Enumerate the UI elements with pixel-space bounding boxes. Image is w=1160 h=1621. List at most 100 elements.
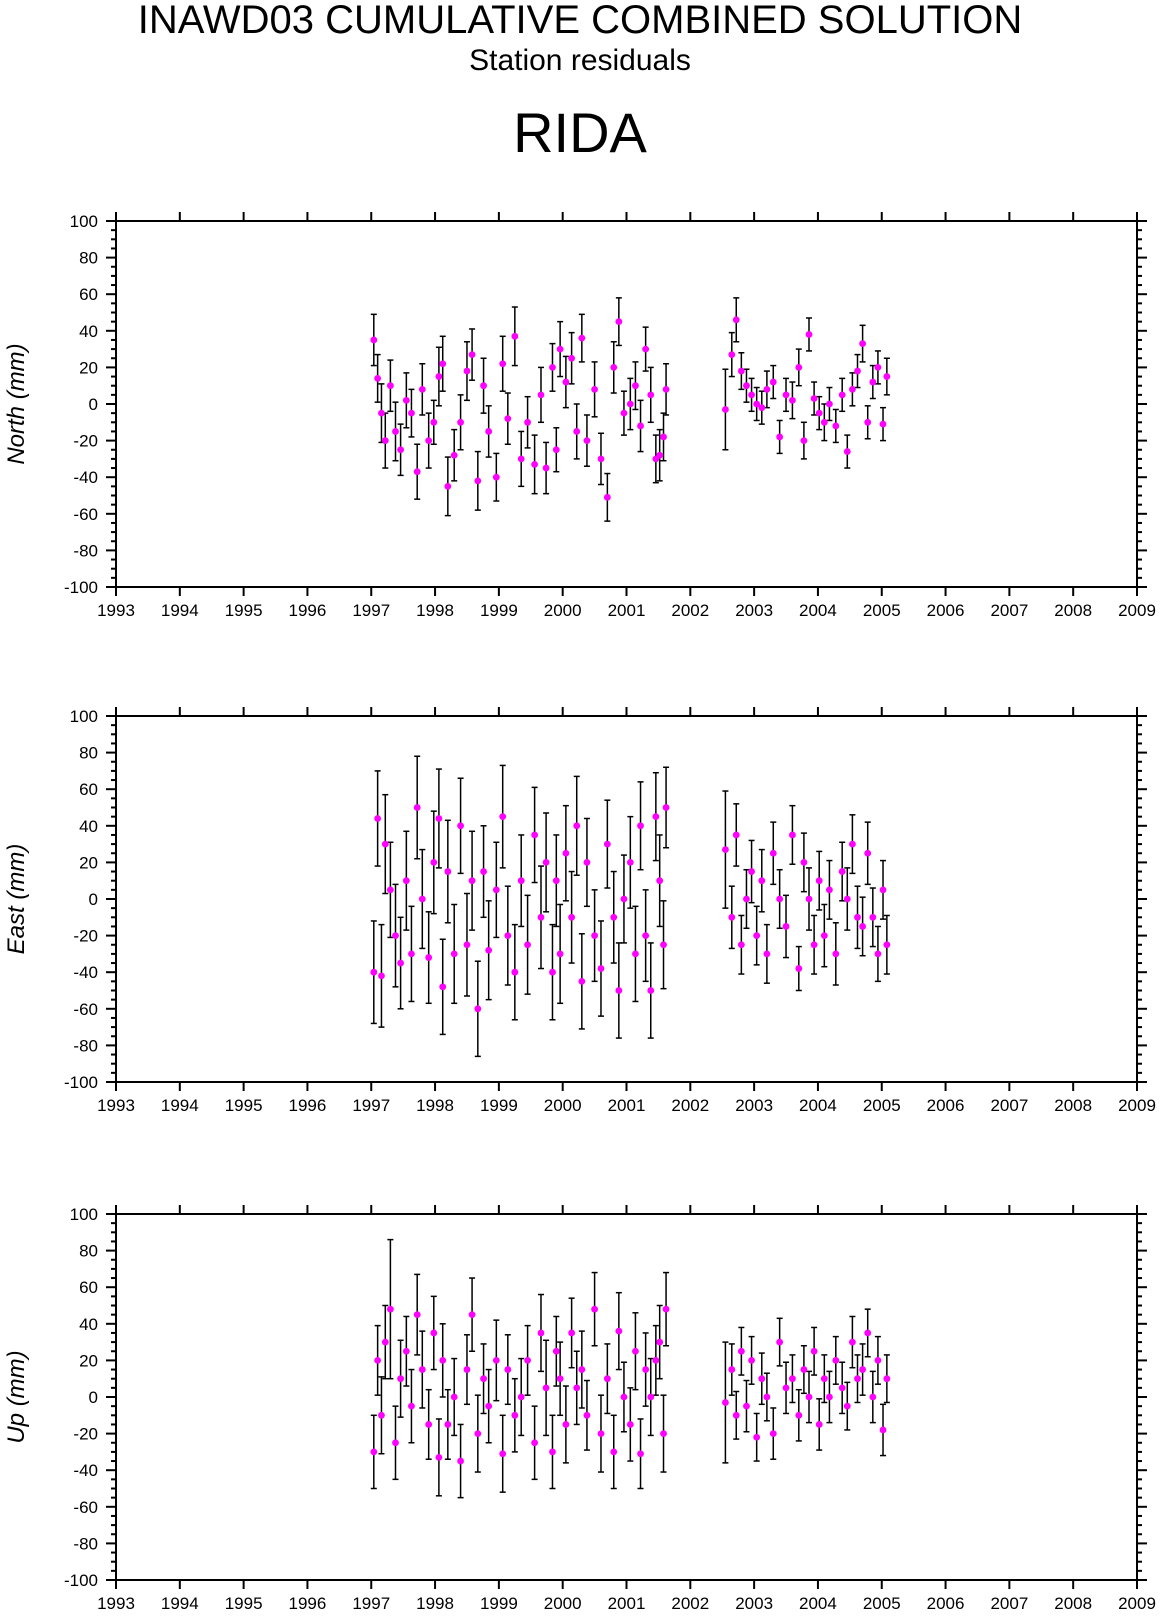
data-point <box>660 1430 667 1437</box>
data-point <box>838 1384 846 1392</box>
data-point <box>474 1430 482 1437</box>
data-point <box>753 400 761 408</box>
data-point <box>374 815 382 822</box>
data-point <box>583 859 591 866</box>
data-point <box>402 1347 410 1355</box>
data-point <box>722 846 729 853</box>
data-point <box>626 1421 634 1428</box>
x-tick-label: 1994 <box>161 1594 199 1613</box>
data-point <box>562 378 570 386</box>
data-point <box>435 373 443 380</box>
data-point <box>480 382 487 390</box>
data-point <box>485 1402 493 1410</box>
data-point <box>647 987 655 994</box>
data-point <box>832 950 840 958</box>
data-point <box>832 422 840 430</box>
data-point <box>499 813 507 821</box>
data-point <box>869 378 877 386</box>
data-point <box>800 1366 808 1373</box>
data-point <box>413 804 421 811</box>
data-point <box>743 895 750 903</box>
data-point <box>632 1347 639 1355</box>
data-point <box>418 385 426 393</box>
data-point <box>883 941 891 949</box>
data-point <box>468 1311 476 1319</box>
y-tick-label: -60 <box>73 505 98 524</box>
data-point <box>392 428 399 435</box>
data-point <box>468 351 476 358</box>
data-point <box>511 968 519 976</box>
data-point <box>568 354 576 362</box>
data-point <box>568 913 576 921</box>
data-point <box>826 1393 833 1401</box>
data-point <box>413 468 421 476</box>
x-tick-label: 2008 <box>1054 601 1092 620</box>
data-point <box>463 941 471 949</box>
x-tick-label: 2008 <box>1054 1594 1092 1613</box>
data-point <box>435 815 443 822</box>
data-point <box>591 1305 598 1313</box>
data-point <box>859 340 867 348</box>
data-point <box>542 1384 550 1392</box>
data-point <box>656 1338 664 1346</box>
data-point <box>789 396 796 404</box>
data-point <box>732 831 740 839</box>
data-point <box>463 367 471 375</box>
data-point <box>573 822 581 830</box>
data-point <box>480 868 487 875</box>
data-point <box>874 1357 882 1364</box>
x-tick-label: 2007 <box>990 601 1028 620</box>
data-point <box>370 1448 378 1456</box>
data-point <box>642 345 650 353</box>
data-point <box>795 1411 803 1419</box>
data-point <box>439 360 447 368</box>
x-tick-label: 2004 <box>799 1594 837 1613</box>
data-point <box>615 987 623 994</box>
y-tick-label: 0 <box>89 1388 98 1407</box>
data-point <box>843 895 851 903</box>
data-point <box>573 1384 581 1392</box>
data-point <box>805 895 813 903</box>
data-point <box>408 1402 415 1410</box>
data-point <box>386 1305 394 1313</box>
y-tick-label: -20 <box>73 1425 98 1444</box>
data-point <box>869 1393 877 1401</box>
data-point <box>637 422 644 430</box>
data-point <box>810 941 818 949</box>
data-point <box>517 877 525 885</box>
data-point <box>728 351 736 358</box>
data-point <box>820 418 828 426</box>
data-point <box>848 1338 856 1346</box>
data-point <box>758 877 766 885</box>
data-point <box>556 345 564 353</box>
data-point <box>457 1457 464 1465</box>
data-point <box>468 877 476 885</box>
x-tick-label: 1999 <box>480 1096 518 1115</box>
data-point <box>485 946 493 954</box>
data-point <box>728 1366 736 1373</box>
data-point <box>656 451 664 459</box>
y-tick-label: -80 <box>73 1036 98 1055</box>
data-point <box>776 895 784 903</box>
data-point <box>568 1329 576 1337</box>
x-tick-label: 1996 <box>289 1594 327 1613</box>
data-point <box>626 859 634 866</box>
data-point <box>542 464 550 472</box>
data-point <box>815 409 823 417</box>
data-point <box>578 1366 586 1373</box>
data-point <box>591 932 598 939</box>
data-point <box>795 965 803 972</box>
data-point <box>381 437 389 444</box>
data-point <box>562 849 570 857</box>
data-point <box>531 460 539 468</box>
data-point <box>504 1366 512 1373</box>
data-point <box>642 1366 650 1373</box>
data-point <box>805 1393 813 1401</box>
x-tick-label: 1995 <box>225 1096 263 1115</box>
y-tick-label: -80 <box>73 541 98 560</box>
data-point <box>748 391 755 399</box>
data-point <box>549 364 556 371</box>
x-tick-label: 2000 <box>544 1096 582 1115</box>
data-point <box>537 1329 545 1337</box>
x-tick-label: 2004 <box>799 601 837 620</box>
